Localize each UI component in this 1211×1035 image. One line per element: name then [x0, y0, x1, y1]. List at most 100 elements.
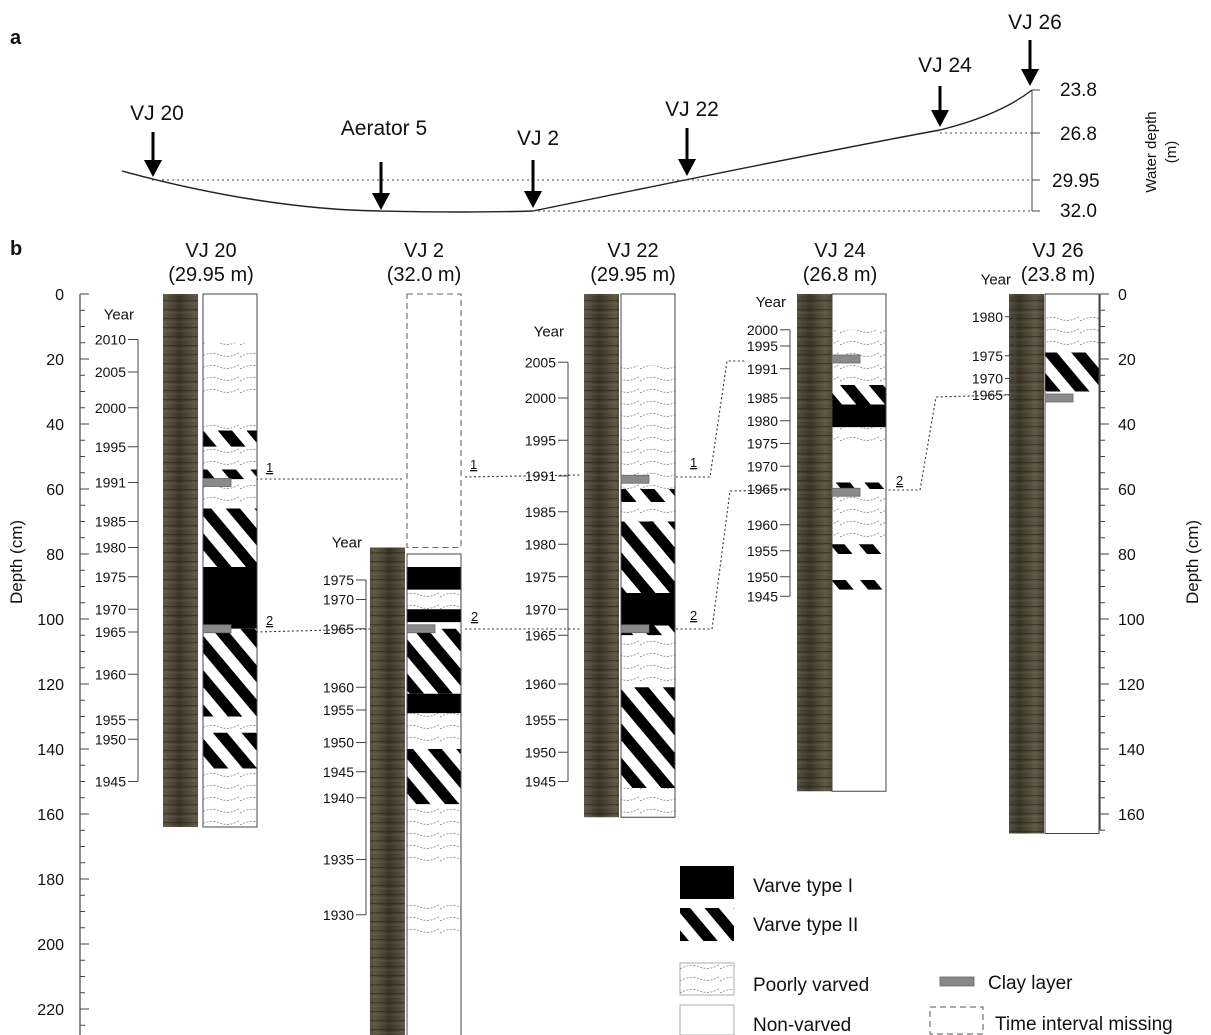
core-depth-vj2: (32.0 m) [387, 264, 461, 286]
depth-tick-label: 20 [46, 352, 64, 369]
site-label-vj22: VJ 22 [665, 98, 719, 121]
site-label-vj26: VJ 26 [1008, 11, 1062, 34]
lithology-unit-non-varved [1045, 391, 1099, 834]
year-label: 1960 [95, 666, 126, 682]
lithology-unit-varve-I [621, 593, 675, 626]
lithology-log-frame-vj26 [1044, 293, 1100, 834]
core-photo-vj20 [163, 294, 198, 827]
legend-label-non-varved: Non-varved [753, 1015, 851, 1035]
year-axis-label: Year [534, 323, 564, 340]
year-label: 1960 [525, 676, 556, 692]
correlation-label-2: 2 [896, 473, 903, 488]
clay-layer [620, 624, 650, 634]
lithology-unit-non-varved [832, 589, 886, 792]
legend-label-poorly-varved: Poorly varved [753, 975, 869, 996]
lithology-unit-varve-II [832, 385, 886, 405]
year-label: 1991 [747, 361, 778, 377]
core-title-vj26: VJ 26 [1032, 240, 1083, 262]
missing-interval-vj2 [406, 293, 462, 549]
legend-swatch-time-interval-missing [929, 1006, 984, 1035]
depth-tick-label: 160 [37, 807, 64, 824]
core-title-vj2: VJ 2 [404, 240, 444, 262]
depth-mark-23-8: 23.8 [1060, 80, 1097, 101]
panel-label-b: b [10, 238, 22, 260]
lithology-unit-poorly-varved [203, 342, 257, 395]
year-label: 1965 [747, 481, 778, 497]
lithology-unit-poorly-varved [832, 365, 886, 385]
correlation-line-1 [256, 360, 745, 480]
depth-tick-label: 40 [1118, 417, 1136, 434]
lithology-unit-non-varved [621, 294, 675, 366]
correlation-lines [255, 360, 1041, 633]
core-vj20: 2010 2005 2000 1995 1991 1985 1980 1975 1970 1965… [95, 293, 258, 828]
correlation-label-1: 1 [690, 455, 697, 470]
year-label: 1975 [323, 572, 354, 588]
depth-tick-label: 20 [1118, 352, 1136, 369]
depth-mark-26-8: 26.8 [1060, 124, 1097, 145]
correlation-label-2: 2 [266, 613, 273, 628]
clay-layer [202, 478, 232, 487]
legend-swatch-clay-layer [939, 976, 975, 987]
core-photo-vj24 [797, 294, 832, 792]
depth-tick-label: 0 [55, 287, 64, 304]
lithology-unit-varve-I [407, 567, 461, 590]
year-label: 1955 [323, 702, 354, 718]
site-label-vj20: VJ 20 [130, 102, 184, 125]
site-arrows [144, 40, 1039, 210]
lithology-unit-non-varved [1045, 294, 1099, 311]
lithology-unit-poorly-varved [407, 898, 461, 935]
lithology-unit-varve-II [621, 521, 675, 593]
lithology-log-frame-vj22 [620, 293, 676, 818]
year-label: 1980 [95, 540, 126, 556]
lake-profile: 23.8 26.8 29.95 32.0 Water depth (m) VJ … [121, 11, 1180, 222]
lithology-unit-poorly-varved [407, 589, 461, 610]
depth-axis-label-right: Depth (cm) [1183, 520, 1202, 604]
year-label: 1995 [525, 432, 556, 448]
core-depth-vj20: (29.95 m) [168, 264, 254, 286]
depth-tick-label: 100 [1118, 612, 1145, 629]
site-label-vj24: VJ 24 [918, 54, 972, 77]
lithology-unit-poorly-varved [1045, 310, 1099, 353]
year-label: 2000 [525, 390, 556, 406]
core-vj2: 1975 1970 1965 1960 1955 1950 1945 1940 1935 1930… [323, 293, 462, 1035]
year-label: 1955 [747, 543, 778, 559]
lithology-unit-poorly-varved [203, 417, 257, 431]
lithology-unit-non-varved [832, 443, 886, 483]
lithology-unit-varve-I [832, 404, 886, 428]
depth-tick-label: 140 [1118, 742, 1145, 759]
year-label: 1970 [972, 371, 1003, 387]
core-photo-vj22 [584, 294, 619, 818]
year-label: 1965 [525, 627, 556, 643]
correlation-label-2: 2 [690, 608, 697, 623]
lithology-unit-varve-II [203, 628, 257, 639]
year-label: 1975 [972, 348, 1003, 364]
depth-tick-label: 220 [37, 1002, 64, 1019]
year-axis-label: Year [981, 271, 1011, 288]
clay-layer [831, 354, 861, 364]
lithology-unit-varve-II [1045, 352, 1099, 392]
site-label-vj2: VJ 2 [517, 127, 559, 150]
correlation-label-2: 2 [471, 609, 478, 624]
legend-swatch-non-varved [679, 1004, 735, 1035]
year-label: 1975 [95, 569, 126, 585]
core-depth-vj24: (26.8 m) [803, 264, 877, 286]
year-label: 1945 [525, 774, 556, 790]
lithology-log-frame-vj20 [202, 293, 258, 828]
lithology-unit-poorly-varved [621, 502, 675, 522]
year-axis-label: Year [332, 535, 362, 552]
legend: Varve type I Varve type II Poorly varved… [679, 866, 1173, 1035]
year-label: 1965 [972, 387, 1003, 403]
year-label: 1975 [525, 569, 556, 585]
lithology-unit-poorly-varved [832, 329, 886, 356]
lithology-unit-poorly-varved [203, 768, 257, 827]
year-label: 1935 [323, 852, 354, 868]
legend-label-varve-type-ii: Varve type II [753, 915, 858, 936]
year-label: 1960 [747, 517, 778, 533]
year-label: 1940 [323, 790, 354, 806]
core-photo-vj2 [370, 547, 405, 1035]
lithology-unit-varve-II [621, 489, 675, 502]
year-label: 1960 [323, 679, 354, 695]
year-label: 1950 [747, 569, 778, 585]
depth-tick-label: 120 [1118, 677, 1145, 694]
lithology-unit-varve-II [203, 469, 257, 480]
